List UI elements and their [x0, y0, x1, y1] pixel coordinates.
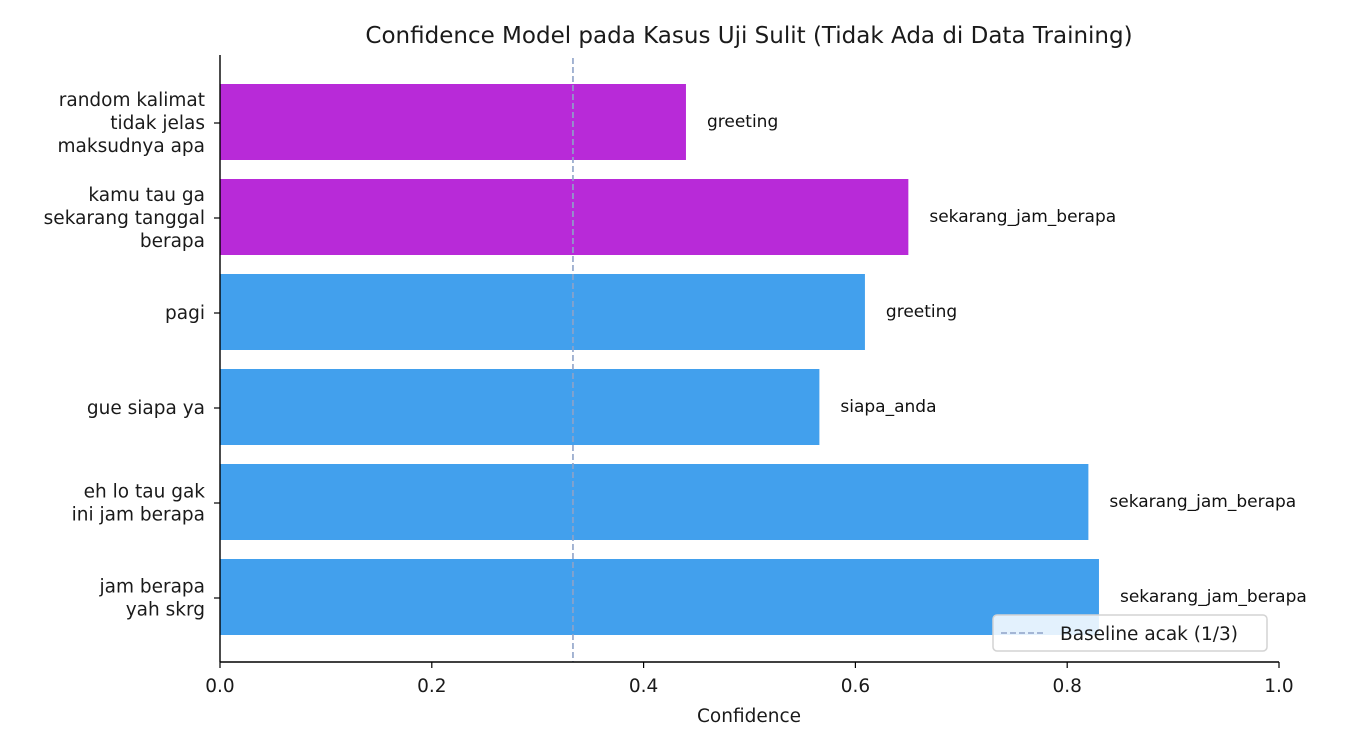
bar [220, 559, 1099, 635]
bar [220, 179, 909, 255]
bar-predicted-label: sekarang_jam_berapa [929, 207, 1116, 227]
y-tick-label: tidak jelas [110, 113, 205, 134]
y-tick-label: ini jam berapa [72, 505, 205, 526]
bar-predicted-label: greeting [707, 112, 778, 132]
bar-predicted-label: sekarang_jam_berapa [1109, 492, 1296, 512]
legend-box [992, 614, 1268, 652]
bar-value-labels: greeting sekarang_jam_berapa greeting siapa… [707, 112, 1307, 607]
legend: Baseline acak (1/3) [992, 614, 1268, 652]
bar [220, 274, 865, 350]
bar [220, 84, 686, 160]
chart-title: Confidence Model pada Kasus Uji Sulit (T… [365, 23, 1132, 49]
x-tick-label: 1.0 [1264, 676, 1293, 697]
x-tick-label: 0.8 [1052, 676, 1081, 697]
bars-group [220, 84, 1099, 635]
y-tick-label: maksudnya apa [58, 136, 206, 157]
bar [220, 464, 1089, 540]
x-tick-label: 0.6 [841, 676, 870, 697]
y-tick-label: random kalimat [59, 90, 205, 111]
y-tick-label: jam berapa [98, 577, 205, 598]
legend-baseline-label: Baseline acak (1/3) [1060, 624, 1238, 645]
bar-predicted-label: siapa_anda [840, 397, 936, 417]
y-tick-label: eh lo tau gak [84, 482, 206, 503]
x-tick-label: 0.2 [417, 676, 446, 697]
x-ticks: 0.0 0.2 0.4 0.6 0.8 1.0 [205, 662, 1294, 697]
bar-predicted-label: greeting [886, 302, 957, 322]
x-tick-label: 0.4 [629, 676, 658, 697]
y-tick-label: kamu tau ga [88, 185, 205, 206]
x-axis-label: Confidence [697, 706, 801, 727]
x-tick-label: 0.0 [205, 676, 234, 697]
y-tick-label: sekarang tanggal [44, 208, 205, 229]
y-tick-label: pagi [165, 303, 205, 324]
bar [220, 369, 820, 445]
bar-predicted-label: sekarang_jam_berapa [1120, 587, 1307, 607]
y-tick-label: gue siapa ya [87, 398, 205, 419]
y-tick-label: berapa [140, 231, 205, 252]
y-tick-label: yah skrg [126, 600, 205, 621]
